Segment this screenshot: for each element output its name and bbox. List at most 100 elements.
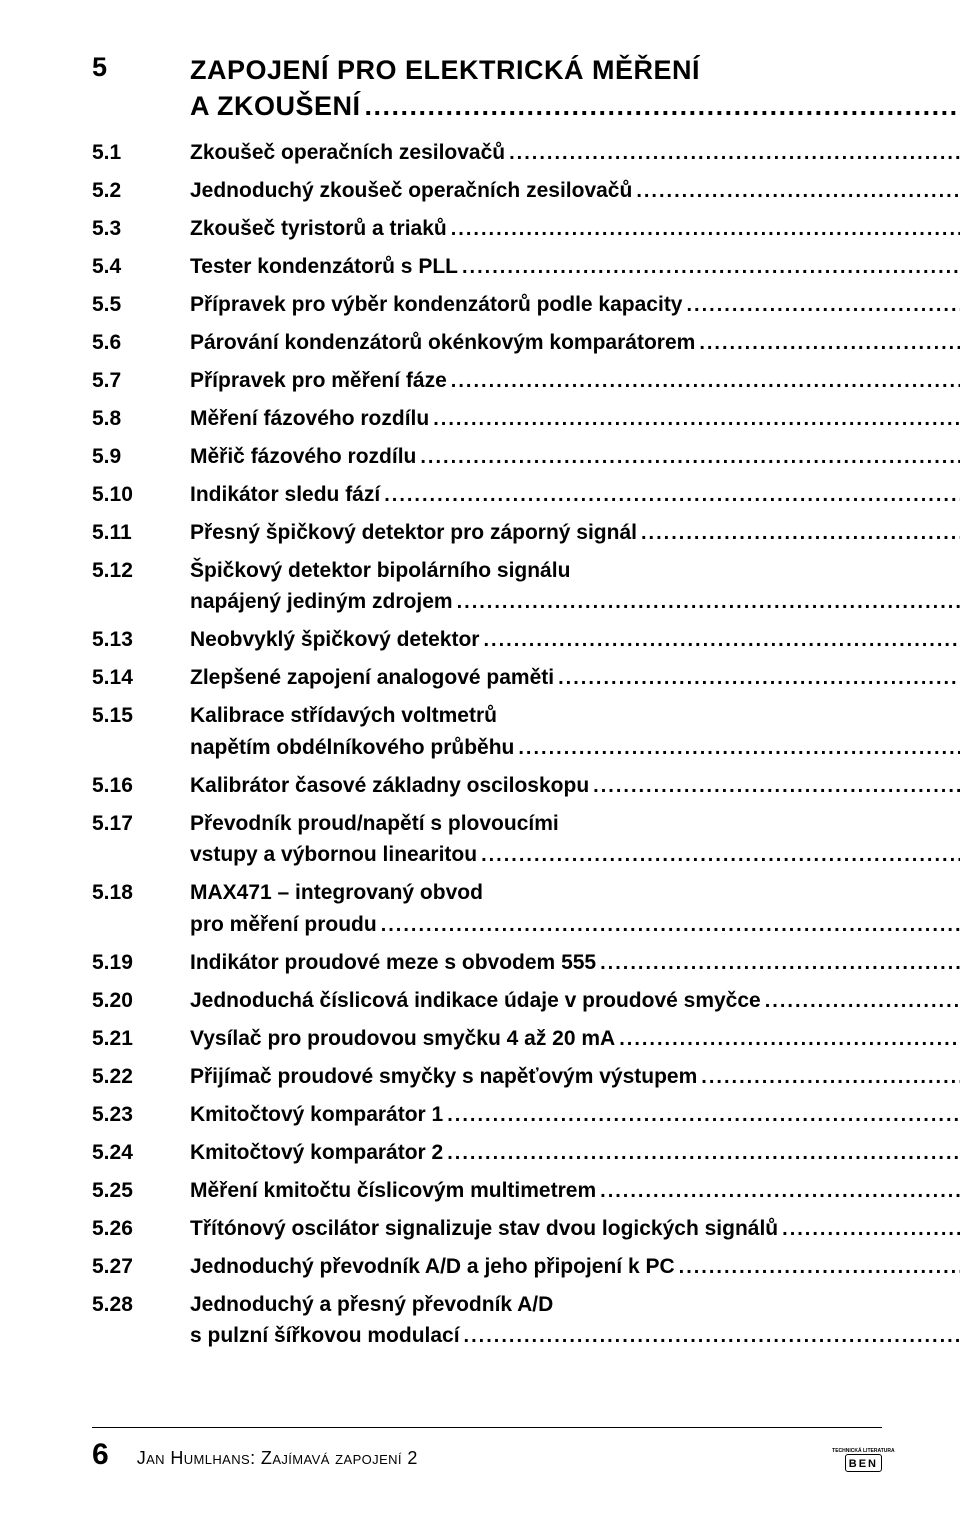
toc-entry-body: Měření fázového rozdílu ................… <box>190 403 960 435</box>
toc-entry-number: 5.22 <box>92 1061 190 1093</box>
toc-entry-number: 5.21 <box>92 1023 190 1055</box>
toc-leader: ........................................… <box>483 625 960 655</box>
toc-entry: 5.18MAX471 – integrovaný obvodpro měření… <box>92 877 882 940</box>
toc-entry-title: Zkoušeč tyristorů a triaků <box>190 213 447 245</box>
toc-entry: 5.5Přípravek pro výběr kondenzátorů podl… <box>92 289 882 321</box>
footer-title: Zajímavá zapojení 2 <box>261 1448 418 1468</box>
toc-entry-body: Přípravek pro měření fáze ..............… <box>190 365 960 397</box>
toc-entry: 5.16Kalibrátor časové základny oscilosko… <box>92 770 882 802</box>
toc-entry-title: Indikátor sledu fází <box>190 479 380 511</box>
toc-entry-number: 5.2 <box>92 175 190 207</box>
toc-entry-number: 5.10 <box>92 479 190 511</box>
chapter-title-block: ZAPOJENÍ PRO ELEKTRICKÁ MĚŘENÍ A ZKOUŠEN… <box>190 52 960 125</box>
page-footer: 6 Jan Humlhans: Zajímavá zapojení 2 TECH… <box>92 1427 882 1472</box>
toc-entry-body: Přijímač proudové smyčky s napěťovým výs… <box>190 1061 960 1093</box>
toc-entry: 5.12Špičkový detektor bipolárního signál… <box>92 555 882 618</box>
chapter-title-line1: ZAPOJENÍ PRO ELEKTRICKÁ MĚŘENÍ <box>190 52 700 88</box>
toc-entry-title: Převodník proud/napětí s plovoucími <box>190 808 960 840</box>
toc-entry: 5.20Jednoduchá číslicová indikace údaje … <box>92 985 882 1017</box>
publisher-logo: TECHNICKÁ LITERATURA BEN <box>845 1454 882 1472</box>
toc-entry-body: Převodník proud/napětí s plovoucímivstup… <box>190 808 960 871</box>
toc-entry-title: MAX471 – integrovaný obvod <box>190 877 960 909</box>
toc-entry-title: Měření kmitočtu číslicovým multimetrem <box>190 1175 596 1207</box>
toc-entry: 5.7Přípravek pro měření fáze ...........… <box>92 365 882 397</box>
toc-entry: 5.22Přijímač proudové smyčky s napěťovým… <box>92 1061 882 1093</box>
toc-entry-body: Neobvyklý špičkový detektor ............… <box>190 624 960 656</box>
toc-entry-title: Kmitočtový komparátor 2 <box>190 1137 443 1169</box>
toc-entry: 5.10Indikátor sledu fází ...............… <box>92 479 882 511</box>
chapter-leader: ........................................… <box>365 88 960 124</box>
chapter-title-line2: A ZKOUŠENÍ <box>190 88 361 124</box>
toc-entry-title: Neobvyklý špičkový detektor <box>190 624 479 656</box>
toc-entry-number: 5.7 <box>92 365 190 397</box>
toc-entry-title: napájený jediným zdrojem <box>190 586 453 618</box>
toc-entry-title: s pulzní šířkovou modulací <box>190 1320 460 1352</box>
footer-left: 6 Jan Humlhans: Zajímavá zapojení 2 <box>92 1438 418 1472</box>
toc-entry-title: Párování kondenzátorů okénkovým komparát… <box>190 327 695 359</box>
toc-entry-title: Indikátor proudové meze s obvodem 555 <box>190 947 596 979</box>
toc-entry-body: Kalibrace střídavých voltmetrůnapětím ob… <box>190 700 960 763</box>
toc-entry: 5.14Zlepšené zapojení analogové paměti .… <box>92 662 882 694</box>
toc-entry-title: Přijímač proudové smyčky s napěťovým výs… <box>190 1061 697 1093</box>
toc-entries: 5.1Zkoušeč operačních zesilovačů .......… <box>92 137 882 1352</box>
publisher-logo-top: TECHNICKÁ LITERATURA <box>831 1449 895 1453</box>
footer-page-number: 6 <box>92 1438 109 1472</box>
toc-entry-number: 5.19 <box>92 947 190 979</box>
toc-entry-body: Zkoušeč operačních zesilovačů ..........… <box>190 137 960 169</box>
toc-entry-number: 5.1 <box>92 137 190 169</box>
chapter-heading: 5 ZAPOJENÍ PRO ELEKTRICKÁ MĚŘENÍ A ZKOUŠ… <box>92 52 882 125</box>
toc-entry-title: Přípravek pro výběr kondenzátorů podle k… <box>190 289 683 321</box>
toc-entry: 5.25Měření kmitočtu číslicovým multimetr… <box>92 1175 882 1207</box>
toc-entry-title: pro měření proudu <box>190 909 377 941</box>
toc-leader: ........................................… <box>699 328 960 358</box>
toc-entry-number: 5.4 <box>92 251 190 283</box>
toc-entry-number: 5.13 <box>92 624 190 656</box>
toc-entry-title: Špičkový detektor bipolárního signálu <box>190 555 960 587</box>
chapter-number: 5 <box>92 52 190 125</box>
footer-author-title: Jan Humlhans: Zajímavá zapojení 2 <box>137 1448 418 1469</box>
toc-leader: ........................................… <box>636 176 960 206</box>
toc-entry: 5.27Jednoduchý převodník A/D a jeho přip… <box>92 1251 882 1283</box>
toc-entry-number: 5.25 <box>92 1175 190 1207</box>
toc-leader: ........................................… <box>641 518 960 548</box>
toc-leader: ........................................… <box>701 1062 960 1092</box>
toc-entry: 5.11Přesný špičkový detektor pro záporný… <box>92 517 882 549</box>
toc-entry-title: napětím obdélníkového průběhu <box>190 732 514 764</box>
toc-entry: 5.6Párování kondenzátorů okénkovým kompa… <box>92 327 882 359</box>
toc-entry-body: Přesný špičkový detektor pro záporný sig… <box>190 517 960 549</box>
toc-leader: ........................................… <box>518 733 960 763</box>
toc-entry-body: Kmitočtový komparátor 2 ................… <box>190 1137 960 1169</box>
toc-entry-title: Jednoduchá číslicová indikace údaje v pr… <box>190 985 761 1017</box>
toc-entry: 5.26Třítónový oscilátor signalizuje stav… <box>92 1213 882 1245</box>
toc-entry-title: Kalibrátor časové základny osciloskopu <box>190 770 589 802</box>
toc-entry-body: Indikátor sledu fází ...................… <box>190 479 960 511</box>
toc-leader: ........................................… <box>600 948 960 978</box>
toc-entry: 5.3Zkoušeč tyristorů a triaků ..........… <box>92 213 882 245</box>
toc-leader: ........................................… <box>593 771 960 801</box>
toc-entry-number: 5.16 <box>92 770 190 802</box>
toc-entry-body: Třítónový oscilátor signalizuje stav dvo… <box>190 1213 960 1245</box>
toc-leader: ........................................… <box>420 442 960 472</box>
toc-leader: ........................................… <box>451 214 960 244</box>
toc-entry-body: Špičkový detektor bipolárního signálunap… <box>190 555 960 618</box>
toc-entry-title: Přesný špičkový detektor pro záporný sig… <box>190 517 637 549</box>
toc-entry-title: Jednoduchý zkoušeč operačních zesilovačů <box>190 175 632 207</box>
toc-entry-body: Jednoduchý a přesný převodník A/Ds pulzn… <box>190 1289 960 1352</box>
toc-leader: ........................................… <box>462 252 960 282</box>
toc-entry: 5.15Kalibrace střídavých voltmetrůnapětí… <box>92 700 882 763</box>
toc-entry-title: Zlepšené zapojení analogové paměti <box>190 662 554 694</box>
toc-leader: ........................................… <box>381 910 960 940</box>
toc-entry-body: Přípravek pro výběr kondenzátorů podle k… <box>190 289 960 321</box>
toc-entry-number: 5.5 <box>92 289 190 321</box>
toc-leader: ........................................… <box>600 1176 960 1206</box>
toc-entry: 5.4Tester kondenzátorů s PLL ...........… <box>92 251 882 283</box>
toc-entry: 5.2Jednoduchý zkoušeč operačních zesilov… <box>92 175 882 207</box>
toc-entry-number: 5.6 <box>92 327 190 359</box>
toc-leader: ........................................… <box>481 840 960 870</box>
toc-entry-body: Kmitočtový komparátor 1 ................… <box>190 1099 960 1131</box>
toc-leader: ........................................… <box>384 480 960 510</box>
toc-entry-title: Měřič fázového rozdílu <box>190 441 416 473</box>
toc-entry-number: 5.8 <box>92 403 190 435</box>
toc-leader: ........................................… <box>433 404 960 434</box>
toc-leader: ........................................… <box>687 290 960 320</box>
